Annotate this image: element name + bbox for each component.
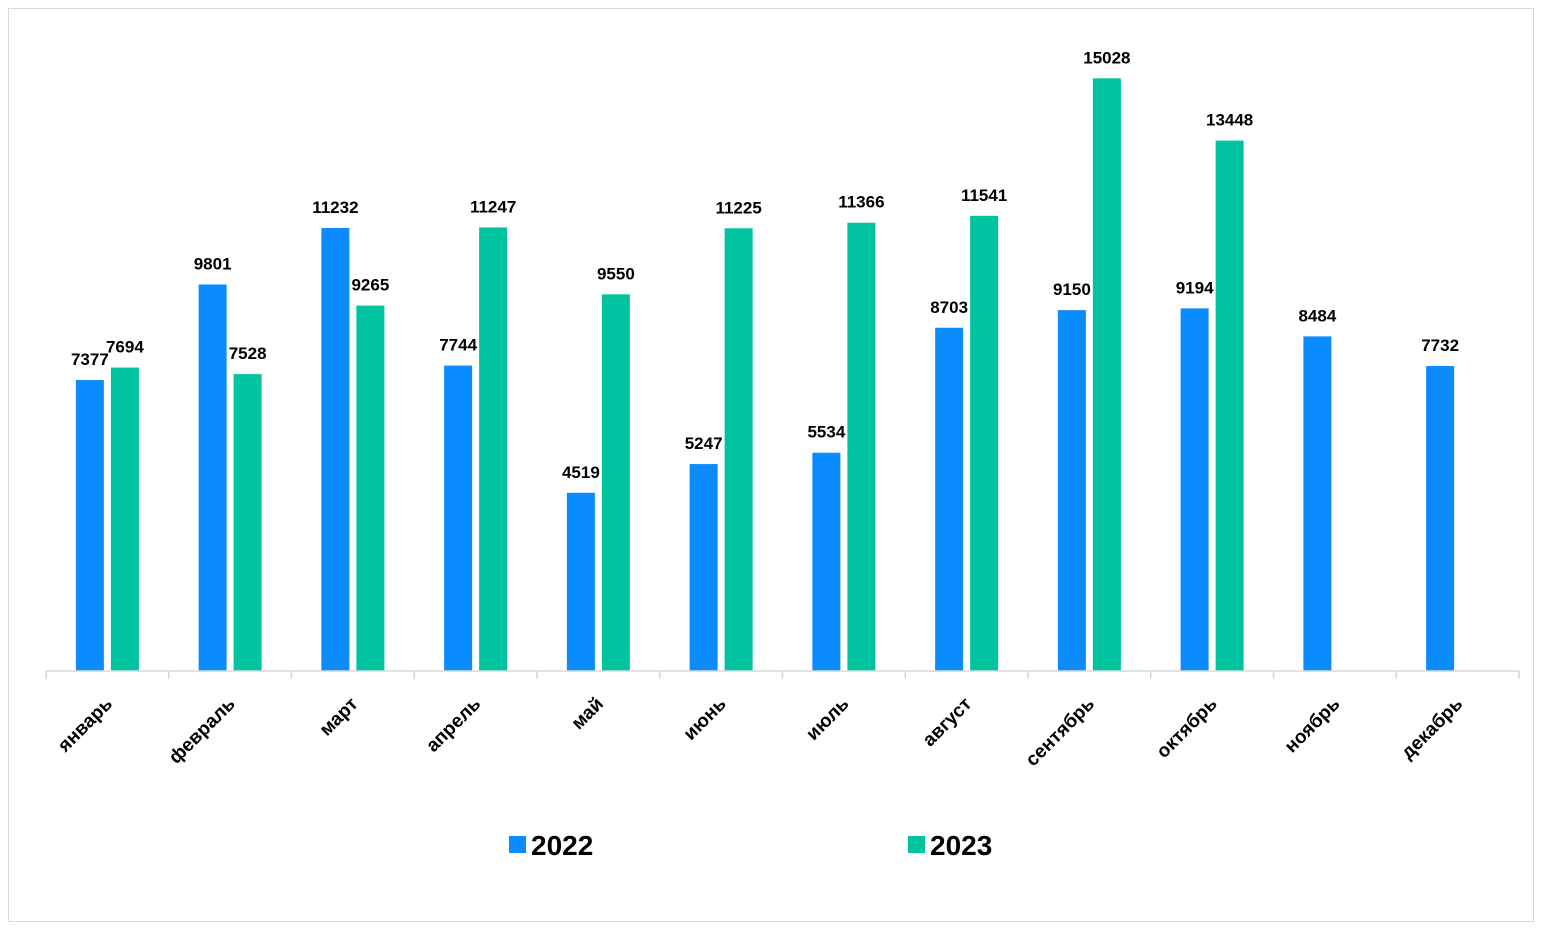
bar-2023-10 bbox=[1215, 140, 1244, 671]
legend: 2022 2023 bbox=[509, 830, 992, 861]
data-label-2022-12: 7732 bbox=[1421, 336, 1459, 355]
bar-2022-3 bbox=[321, 228, 350, 671]
bar-2022-2 bbox=[198, 284, 227, 671]
data-label-2023-6: 11225 bbox=[715, 198, 761, 217]
data-label-2022-9: 9150 bbox=[1053, 280, 1091, 299]
category-labels: январь февраль март апрель май июнь июль август… bbox=[53, 694, 1467, 771]
legend-swatch-2023 bbox=[908, 836, 925, 853]
bars-layer bbox=[75, 78, 1455, 672]
data-label-2022-5: 4519 bbox=[562, 463, 600, 482]
category-label: декабрь bbox=[1397, 694, 1467, 764]
bar-2023-7 bbox=[847, 222, 876, 671]
bar-2023-8 bbox=[970, 215, 999, 671]
data-label-2023-5: 9550 bbox=[597, 264, 635, 283]
bar-2022-9 bbox=[1057, 310, 1086, 671]
bar-2023-9 bbox=[1092, 78, 1121, 672]
category-label: март bbox=[316, 694, 363, 741]
bar-2022-11 bbox=[1303, 336, 1332, 671]
bar-2022-12 bbox=[1426, 366, 1455, 671]
data-label-2022-1: 7377 bbox=[71, 350, 109, 369]
bar-2022-7 bbox=[812, 452, 841, 671]
category-label: октябрь bbox=[1153, 694, 1222, 763]
category-label: июль bbox=[802, 694, 853, 745]
legend-label-2023: 2023 bbox=[930, 830, 992, 861]
data-label-2023-2: 7528 bbox=[229, 344, 267, 363]
category-label: январь bbox=[53, 694, 117, 758]
data-label-2022-8: 8703 bbox=[930, 298, 968, 317]
category-label: июнь bbox=[680, 694, 731, 745]
data-label-2022-3: 11232 bbox=[312, 198, 358, 217]
category-label: ноябрь bbox=[1281, 694, 1345, 758]
bar-2023-5 bbox=[601, 294, 630, 671]
category-label: февраль bbox=[165, 694, 240, 769]
data-label-2023-3: 9265 bbox=[351, 276, 389, 295]
category-label: сентябрь bbox=[1022, 694, 1099, 771]
bar-2023-6 bbox=[724, 228, 753, 671]
category-label: август bbox=[919, 694, 976, 751]
bar-2022-10 bbox=[1180, 308, 1209, 671]
legend-label-2022: 2022 bbox=[531, 830, 593, 861]
x-axis-ticks bbox=[45, 671, 1520, 679]
bar-2023-1 bbox=[110, 367, 139, 671]
data-label-2022-4: 7744 bbox=[439, 336, 477, 355]
data-label-2023-7: 11366 bbox=[838, 193, 884, 212]
bar-2023-2 bbox=[233, 374, 262, 671]
data-label-2022-2: 9801 bbox=[194, 254, 232, 273]
data-label-2023-1: 7694 bbox=[106, 338, 144, 357]
data-label-2022-7: 5534 bbox=[807, 423, 845, 442]
data-label-2023-10: 13448 bbox=[1206, 111, 1253, 130]
bar-2022-5 bbox=[566, 492, 595, 671]
bar-2022-4 bbox=[444, 365, 473, 671]
bar-2023-4 bbox=[479, 227, 508, 671]
data-label-2022-11: 8484 bbox=[1298, 306, 1336, 325]
data-label-2023-8: 11541 bbox=[961, 186, 1007, 205]
bar-2022-1 bbox=[75, 380, 104, 671]
chart-frame bbox=[8, 8, 1534, 922]
bar-2022-8 bbox=[935, 327, 964, 671]
bar-2022-6 bbox=[689, 464, 718, 671]
category-label: май bbox=[568, 694, 608, 734]
bar-2023-3 bbox=[356, 305, 385, 671]
category-label: апрель bbox=[422, 694, 485, 757]
data-label-2023-9: 15028 bbox=[1083, 48, 1130, 67]
legend-swatch-2022 bbox=[509, 836, 526, 853]
data-label-2022-10: 9194 bbox=[1176, 278, 1214, 297]
data-label-2023-4: 11247 bbox=[470, 197, 516, 216]
data-label-2022-6: 5247 bbox=[685, 434, 723, 453]
